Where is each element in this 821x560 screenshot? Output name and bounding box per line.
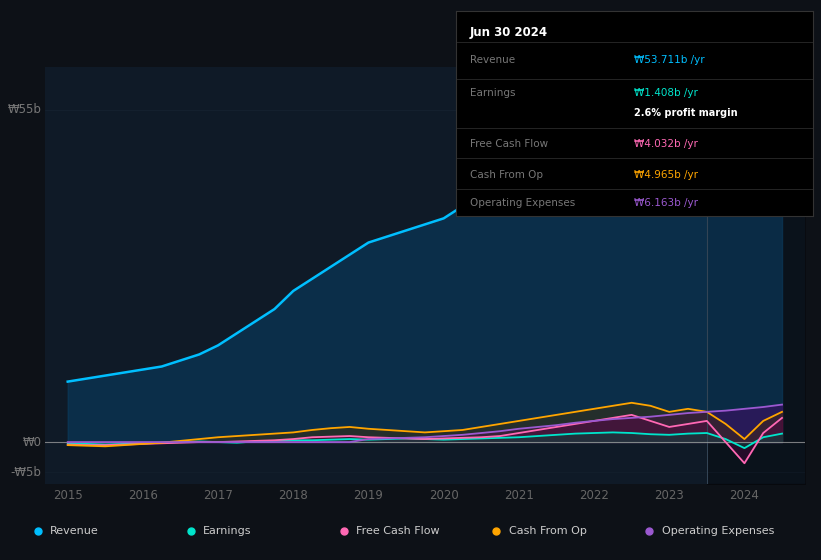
Text: Earnings: Earnings <box>470 88 516 98</box>
Text: Operating Expenses: Operating Expenses <box>470 198 576 208</box>
Text: Cash From Op: Cash From Op <box>470 170 543 180</box>
Text: Cash From Op: Cash From Op <box>509 526 587 535</box>
Text: Operating Expenses: Operating Expenses <box>662 526 774 535</box>
Text: Free Cash Flow: Free Cash Flow <box>356 526 440 535</box>
Text: ₩1.408b /yr: ₩1.408b /yr <box>635 88 698 98</box>
Text: Earnings: Earnings <box>204 526 252 535</box>
Text: 2.6% profit margin: 2.6% profit margin <box>635 109 738 118</box>
Text: ₩53.711b /yr: ₩53.711b /yr <box>635 55 705 66</box>
Text: ₩4.965b /yr: ₩4.965b /yr <box>635 170 698 180</box>
Text: Revenue: Revenue <box>470 55 515 66</box>
Text: ₩0: ₩0 <box>22 436 41 449</box>
Text: Revenue: Revenue <box>50 526 99 535</box>
Text: ₩4.032b /yr: ₩4.032b /yr <box>635 139 698 149</box>
Text: -₩5b: -₩5b <box>11 466 41 479</box>
Text: Jun 30 2024: Jun 30 2024 <box>470 26 548 39</box>
Text: ₩55b: ₩55b <box>7 103 41 116</box>
Text: ₩6.163b /yr: ₩6.163b /yr <box>635 198 698 208</box>
Text: Free Cash Flow: Free Cash Flow <box>470 139 548 149</box>
